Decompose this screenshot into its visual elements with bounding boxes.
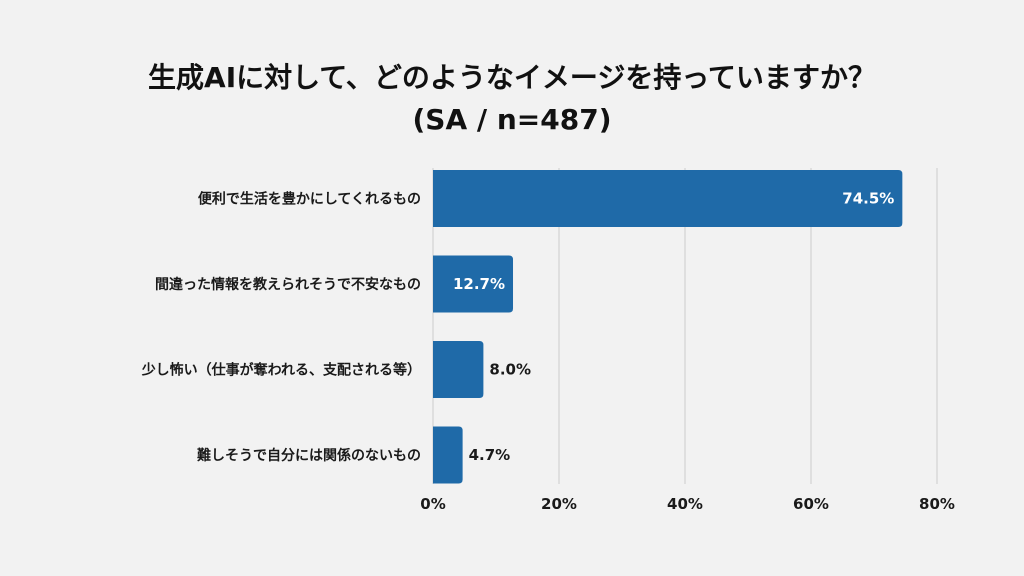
bar xyxy=(433,170,903,227)
x-axis-ticks: 0% 20% 40% 60% 80% xyxy=(420,495,955,513)
x-tick-label: 60% xyxy=(793,495,829,513)
bar xyxy=(433,255,514,313)
data-label: 4.7% xyxy=(469,446,511,464)
x-tick-label: 0% xyxy=(420,495,445,513)
chart-title: 生成AIに対して、どのようなイメージを持っていますか？ xyxy=(148,61,876,94)
data-labels: 74.5% 12.7% 8.0% 4.7% xyxy=(453,190,894,465)
bar xyxy=(433,341,484,398)
x-tick-label: 40% xyxy=(667,495,703,513)
category-label: 難しそうで自分には関係のないもの xyxy=(197,447,421,464)
data-label: 8.0% xyxy=(489,361,531,379)
bars xyxy=(433,170,903,484)
category-labels: 便利で生活を豊かにしてくれるもの間違った情報を教えられそうで不安なもの少し怖い（… xyxy=(141,191,421,465)
data-label: 74.5% xyxy=(842,190,894,208)
x-tick-label: 20% xyxy=(541,495,577,513)
x-tick-label: 80% xyxy=(919,495,955,513)
data-label: 12.7% xyxy=(453,275,505,293)
category-label: 便利で生活を豊かにしてくれるもの xyxy=(198,191,421,208)
bar xyxy=(433,426,463,484)
chart-subtitle: (SA / n=487) xyxy=(412,103,612,136)
category-label: 間違った情報を教えられそうで不安なもの xyxy=(155,276,421,293)
category-label: 少し怖い（仕事が奪われる、支配される等） xyxy=(141,362,421,379)
